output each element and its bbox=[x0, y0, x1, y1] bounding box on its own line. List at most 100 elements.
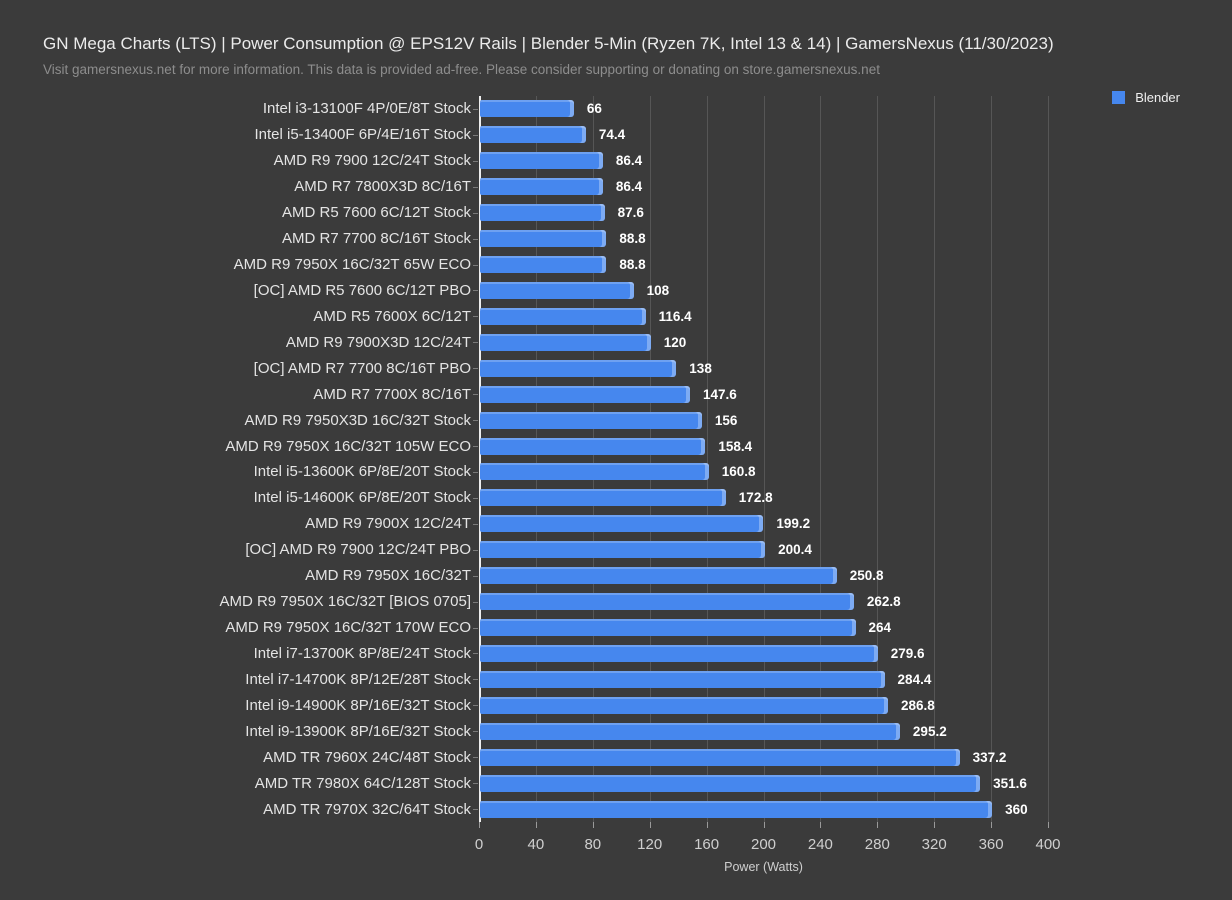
y-tick-mark bbox=[473, 238, 478, 240]
value-label: 108 bbox=[646, 282, 670, 298]
bar-blender bbox=[480, 774, 981, 792]
category-label: AMD R9 7950X 16C/32T 170W ECO bbox=[225, 619, 471, 637]
gridline bbox=[991, 96, 993, 822]
y-tick-mark bbox=[473, 134, 478, 136]
value-label: 199.2 bbox=[776, 516, 811, 532]
gridline bbox=[592, 96, 594, 822]
bar-blender bbox=[480, 333, 651, 351]
category-label: AMD R7 7700X 8C/16T bbox=[313, 385, 471, 403]
value-label: 156 bbox=[714, 412, 738, 428]
gridline bbox=[1048, 96, 1049, 822]
value-label: 86.4 bbox=[615, 179, 643, 195]
value-label: 147.6 bbox=[702, 386, 737, 402]
x-tick-mark bbox=[535, 822, 537, 828]
gridline bbox=[877, 96, 879, 822]
bar-blender bbox=[480, 463, 709, 481]
value-label: 87.6 bbox=[617, 205, 644, 221]
y-tick-mark bbox=[473, 679, 478, 681]
y-tick-mark bbox=[473, 627, 478, 629]
value-label: 351.6 bbox=[993, 775, 1027, 791]
y-tick-mark bbox=[473, 575, 478, 577]
value-label: 250.8 bbox=[849, 568, 884, 584]
legend-swatch-blender-icon bbox=[1112, 91, 1126, 104]
x-tick-label: 240 bbox=[807, 836, 833, 853]
gridline bbox=[763, 96, 765, 822]
bar-blender bbox=[480, 567, 837, 585]
category-label: Intel i5-13400F 6P/4E/16T Stock bbox=[254, 126, 471, 144]
y-tick-mark bbox=[473, 160, 478, 162]
y-tick-mark bbox=[473, 783, 478, 785]
y-tick-mark bbox=[473, 264, 478, 266]
x-tick-label: 0 bbox=[474, 836, 484, 853]
x-tick-mark bbox=[763, 822, 765, 828]
value-label: 88.8 bbox=[619, 257, 646, 273]
category-label: AMD R5 7600 6C/12T Stock bbox=[282, 204, 471, 222]
category-label: [OC] AMD R7 7700 8C/16T PBO bbox=[253, 359, 471, 377]
y-tick-mark bbox=[473, 342, 478, 344]
y-tick-mark bbox=[473, 446, 478, 448]
x-tick-mark bbox=[592, 822, 594, 828]
value-label: 66 bbox=[586, 101, 602, 117]
y-tick-mark bbox=[473, 186, 478, 188]
value-label: 158.4 bbox=[718, 438, 753, 454]
category-label: AMD R9 7950X 16C/32T bbox=[305, 567, 471, 585]
x-tick-mark bbox=[877, 822, 879, 828]
y-tick-mark bbox=[473, 731, 478, 733]
y-tick-mark bbox=[473, 757, 478, 759]
value-label: 295.2 bbox=[912, 723, 947, 739]
legend: Blender bbox=[1112, 90, 1180, 105]
value-label: 160.8 bbox=[721, 464, 756, 480]
category-label: AMD R9 7950X 16C/32T 65W ECO bbox=[233, 256, 471, 274]
bar-blender bbox=[480, 670, 885, 688]
bar-blender bbox=[480, 359, 677, 377]
bar-blender bbox=[480, 593, 854, 611]
y-tick-mark bbox=[473, 523, 478, 525]
y-tick-mark bbox=[473, 108, 478, 110]
bar-blender bbox=[480, 644, 878, 662]
value-label: 88.8 bbox=[619, 231, 646, 247]
value-label: 264 bbox=[868, 620, 892, 636]
bar-blender bbox=[480, 256, 607, 274]
legend-label: Blender bbox=[1135, 90, 1180, 105]
gridline bbox=[820, 96, 822, 822]
category-label: AMD TR 7960X 24C/48T Stock bbox=[263, 748, 471, 766]
x-tick-label: 80 bbox=[584, 836, 602, 853]
x-tick-label: 280 bbox=[864, 836, 890, 853]
bar-blender bbox=[480, 307, 646, 325]
category-label: AMD R9 7900X 12C/24T bbox=[305, 515, 471, 533]
x-tick-mark bbox=[706, 822, 708, 828]
value-label: 116.4 bbox=[658, 308, 692, 324]
category-label: AMD TR 7970X 32C/64T Stock bbox=[263, 800, 471, 818]
category-label: Intel i3-13100F 4P/0E/8T Stock bbox=[262, 100, 471, 118]
x-tick-label: 40 bbox=[527, 836, 545, 853]
value-label: 337.2 bbox=[972, 749, 1007, 765]
category-label: Intel i5-13600K 6P/8E/20T Stock bbox=[253, 463, 471, 481]
x-tick-label: 320 bbox=[921, 836, 947, 853]
bar-blender bbox=[480, 748, 960, 766]
bar-blender bbox=[480, 385, 690, 403]
y-tick-mark bbox=[473, 316, 478, 318]
x-tick-label: 120 bbox=[637, 836, 663, 853]
y-axis-line bbox=[479, 96, 481, 822]
category-label: Intel i9-14900K 8P/16E/32T Stock bbox=[245, 696, 471, 714]
bar-blender bbox=[480, 489, 726, 507]
bar-blender bbox=[480, 152, 603, 170]
y-tick-mark bbox=[473, 368, 478, 370]
x-tick-mark bbox=[1048, 822, 1049, 828]
y-tick-mark bbox=[473, 601, 478, 603]
y-tick-mark bbox=[473, 420, 478, 422]
y-tick-mark bbox=[473, 497, 478, 499]
category-label: [OC] AMD R9 7900 12C/24T PBO bbox=[245, 541, 471, 559]
bar-blender bbox=[480, 541, 766, 559]
bar-blender bbox=[480, 230, 607, 248]
y-tick-mark bbox=[473, 653, 478, 655]
bar-blender bbox=[480, 178, 603, 196]
chart-subtitle: Visit gamersnexus.net for more informati… bbox=[43, 62, 880, 77]
value-label: 172.8 bbox=[738, 490, 773, 506]
x-tick-mark bbox=[934, 822, 936, 828]
x-tick-mark bbox=[991, 822, 993, 828]
category-label: AMD R9 7900X3D 12C/24T bbox=[285, 333, 471, 351]
x-tick-mark bbox=[649, 822, 651, 828]
x-tick-label: 400 bbox=[1035, 836, 1061, 853]
x-tick-label: 360 bbox=[978, 836, 1004, 853]
